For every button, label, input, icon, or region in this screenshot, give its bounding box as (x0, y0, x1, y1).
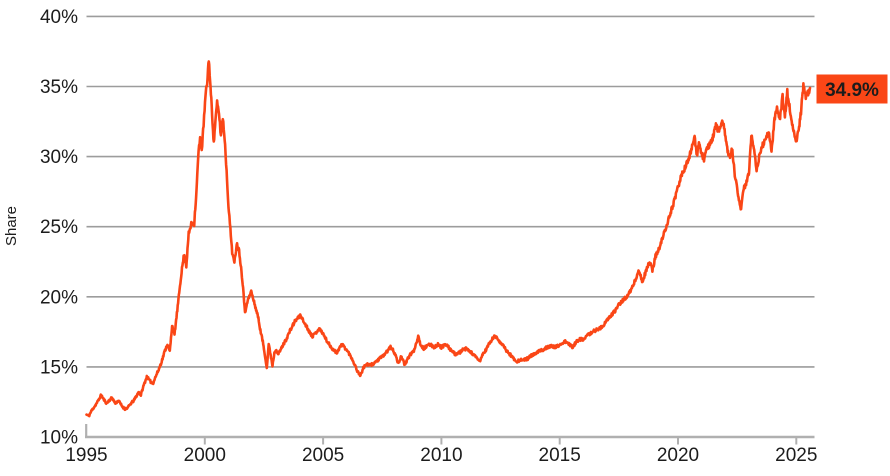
y-tick-label: 40% (40, 7, 78, 28)
x-tick-label: 2025 (775, 445, 817, 466)
x-tick-label: 2005 (302, 445, 344, 466)
x-tick-label: 2010 (420, 445, 462, 466)
last-value-badge-bg (816, 74, 888, 104)
x-tick-label: 2015 (539, 445, 581, 466)
series-line (85, 60, 812, 418)
x-axis (85, 424, 815, 445)
x-tick-label: 2000 (184, 445, 226, 466)
y-tick-label: 20% (40, 287, 78, 308)
y-tick-label: 35% (40, 77, 78, 98)
y-tick-label: 30% (40, 147, 78, 168)
last-value-badge: 34.9% (816, 74, 888, 104)
x-tick-label: 1995 (65, 445, 107, 466)
y-tick-label: 25% (40, 217, 78, 238)
y-tick-label: 15% (40, 357, 78, 378)
y-axis-title: Share (3, 206, 20, 246)
y-tick-label: 10% (40, 428, 78, 449)
tick-labels: 10% 15% 20% 25% 30% 35% 40% 1995 2000 2005 2010 201… (40, 7, 817, 466)
last-value-badge-text: 34.9% (825, 80, 879, 101)
x-tick-label: 2020 (657, 445, 699, 466)
